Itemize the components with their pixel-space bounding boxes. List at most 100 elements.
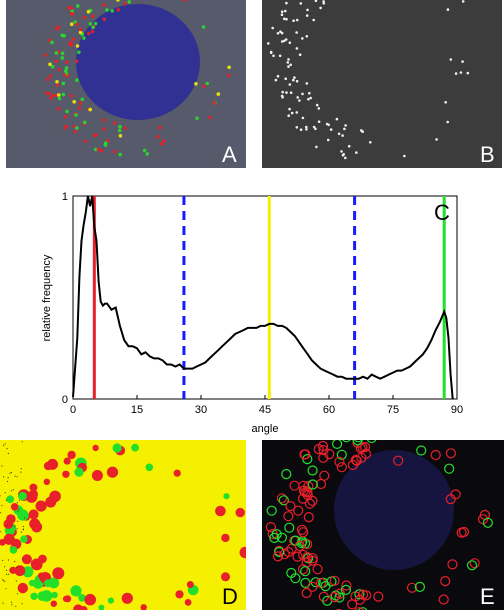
spot-marker-circle [318, 452, 329, 463]
noise-speck [5, 499, 7, 501]
spot-marker-circle [329, 592, 340, 603]
fluorescent-spot [69, 11, 74, 16]
detected-spot [301, 37, 304, 40]
segmented-region [14, 565, 26, 577]
spot-marker-circle [307, 495, 318, 507]
detected-spot [446, 120, 449, 124]
detected-spot [335, 117, 339, 121]
noise-speck [22, 525, 24, 528]
detected-spot [355, 151, 358, 154]
segmented-region [29, 518, 41, 530]
fluorescent-spot [69, 22, 74, 27]
detected-spot [466, 71, 470, 75]
detected-spot [312, 18, 315, 22]
spot-marker-circle [350, 454, 362, 466]
detected-spot [284, 77, 287, 80]
spot-marker-circle [336, 462, 347, 473]
fluorescent-spot [102, 3, 107, 7]
spot-marker-circle [414, 581, 425, 592]
spot-marker-circle [297, 493, 309, 504]
segmented-region [63, 457, 71, 465]
panel-a-label: A [222, 142, 237, 167]
fluorescent-spot [86, 31, 91, 36]
detected-spot [435, 138, 438, 141]
noise-speck [8, 573, 10, 575]
fluorescent-spot [142, 148, 147, 153]
fluorescent-spot [183, 0, 187, 2]
spot-marker-circle [458, 526, 470, 538]
fluorescent-spot [105, 8, 109, 12]
panel-a-micrograph: A [6, 0, 246, 168]
fluorescent-spot [102, 127, 106, 131]
segmented-region [107, 597, 114, 604]
detected-spot [279, 30, 282, 33]
spot-marker-circle [329, 575, 340, 586]
detected-spot [309, 96, 312, 100]
detected-spot [295, 18, 299, 22]
fluorescent-spot [55, 83, 60, 87]
fluorescent-spot [48, 74, 53, 78]
fluorescent-spot [117, 128, 122, 133]
fluorescent-spot [56, 106, 61, 111]
spot-marker-circle [406, 582, 418, 593]
noise-speck [12, 489, 14, 491]
fluorescent-spot [116, 0, 120, 2]
noise-speck [14, 475, 16, 477]
detected-spot [290, 111, 294, 115]
segmented-region [50, 600, 57, 607]
spot-marker-circle [354, 440, 363, 443]
fluorescent-spot [91, 25, 95, 30]
spot-marker-circle [312, 564, 323, 575]
spot-marker-circle [466, 560, 478, 571]
fluorescent-spot [55, 80, 59, 84]
noise-speck [10, 601, 13, 603]
fluorescent-spot [127, 0, 131, 4]
fluorescent-spot [78, 30, 83, 35]
detected-spot [278, 54, 282, 58]
segmented-region [91, 470, 103, 481]
fluorescent-spot [75, 4, 80, 8]
detected-spot [280, 10, 284, 13]
fluorescent-spot [212, 101, 217, 105]
detected-spot [280, 13, 284, 16]
detected-spot [295, 47, 299, 50]
fluorescent-spot [113, 149, 117, 154]
spot-marker-circle [298, 480, 309, 491]
nucleus-a [76, 4, 200, 120]
fluorescent-spot [75, 78, 79, 82]
detected-spot [285, 17, 288, 21]
spot-marker-circle [283, 511, 294, 522]
fluorescent-spot [101, 118, 105, 122]
detected-spot [298, 99, 301, 102]
noise-speck [4, 443, 6, 445]
fluorescent-spot [102, 17, 106, 22]
fluorescent-spot [77, 50, 81, 54]
x-tick-label: 75 [387, 404, 399, 416]
fluorescent-spot [118, 124, 122, 129]
segmented-region [21, 554, 32, 565]
detected-spot [267, 42, 270, 45]
panel-b-label: B [480, 142, 495, 167]
detected-spot [344, 124, 347, 127]
fluorescent-spot [60, 51, 65, 56]
chart-svg: 0 15 30 45 60 75 90 0 1 angle relative frequenc… [41, 191, 463, 435]
micrograph-b-background [262, 0, 502, 168]
fluorescent-spot [75, 44, 80, 48]
noise-speck [11, 490, 13, 492]
segmented-region [30, 592, 38, 600]
spot-marker-circle [299, 449, 310, 460]
noise-speck [5, 569, 8, 571]
segmented-region [0, 539, 6, 546]
noise-speck [0, 531, 2, 533]
spot-marker-circle [265, 521, 276, 533]
fluorescent-spot [74, 59, 79, 64]
angle-histogram-chart: 0 15 30 45 60 75 90 0 1 angle relative frequenc… [0, 180, 504, 440]
detected-spot [292, 78, 295, 82]
fluorescent-spot [91, 14, 95, 19]
detected-spot [449, 58, 453, 61]
detected-spot [444, 101, 447, 104]
spot-marker-circle [292, 551, 303, 562]
detected-spot [282, 17, 286, 21]
detected-spot [312, 125, 316, 129]
detected-spot [317, 120, 321, 123]
